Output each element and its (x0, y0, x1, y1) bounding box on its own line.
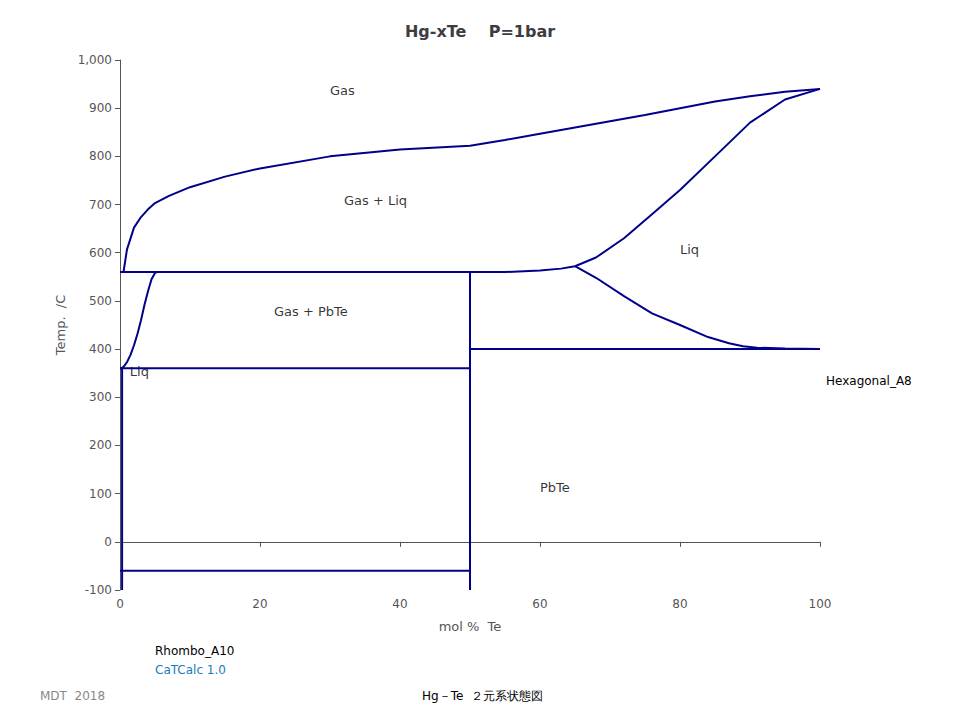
svg-text:600: 600 (89, 246, 112, 260)
svg-text:Liq: Liq (680, 242, 699, 257)
svg-text:800: 800 (89, 149, 112, 163)
svg-text:-100: -100 (85, 583, 112, 597)
svg-text:200: 200 (89, 438, 112, 452)
svg-text:CaTCalc 1.0: CaTCalc 1.0 (155, 663, 226, 677)
svg-text:Gas + Liq: Gas + Liq (344, 193, 407, 208)
svg-text:1,000: 1,000 (78, 53, 112, 67)
svg-text:mol % Te: mol % Te (439, 619, 502, 634)
svg-text:60: 60 (532, 597, 547, 611)
svg-text:PbTe: PbTe (540, 480, 570, 495)
svg-text:MDT 2018: MDT 2018 (40, 689, 105, 703)
svg-text:100: 100 (89, 487, 112, 501)
svg-text:Liq: Liq (130, 364, 149, 379)
svg-text:40: 40 (392, 597, 407, 611)
svg-text:80: 80 (672, 597, 687, 611)
svg-text:300: 300 (89, 390, 112, 404)
svg-text:Gas: Gas (330, 83, 355, 98)
svg-text:20: 20 (252, 597, 267, 611)
svg-text:Hg-xTe P=1bar: Hg-xTe P=1bar (405, 22, 555, 41)
svg-text:700: 700 (89, 198, 112, 212)
svg-text:Gas + PbTe: Gas + PbTe (274, 304, 348, 319)
svg-text:500: 500 (89, 294, 112, 308)
svg-text:Hexagonal_A8: Hexagonal_A8 (826, 374, 912, 388)
svg-text:Hg－Te ２元系状態図: Hg－Te ２元系状態図 (422, 689, 543, 703)
svg-text:Rhombo_A10: Rhombo_A10 (155, 644, 234, 658)
svg-text:Temp. /C: Temp. /C (53, 295, 68, 357)
svg-text:0: 0 (116, 597, 124, 611)
svg-text:0: 0 (104, 535, 112, 549)
svg-text:900: 900 (89, 101, 112, 115)
svg-text:100: 100 (809, 597, 832, 611)
svg-text:400: 400 (89, 342, 112, 356)
